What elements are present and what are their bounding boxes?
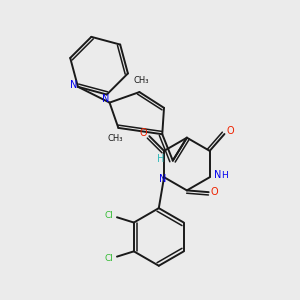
Text: CH₃: CH₃: [107, 134, 123, 143]
Text: CH₃: CH₃: [134, 76, 149, 85]
Text: Cl: Cl: [105, 211, 114, 220]
Text: O: O: [211, 187, 218, 197]
Text: O: O: [140, 128, 147, 138]
Text: N: N: [102, 94, 109, 104]
Text: N: N: [70, 80, 77, 90]
Text: O: O: [226, 126, 234, 136]
Text: N: N: [159, 174, 166, 184]
Text: H: H: [221, 171, 228, 180]
Text: Cl: Cl: [105, 254, 114, 263]
Text: H: H: [157, 154, 164, 164]
Text: N: N: [214, 170, 221, 181]
